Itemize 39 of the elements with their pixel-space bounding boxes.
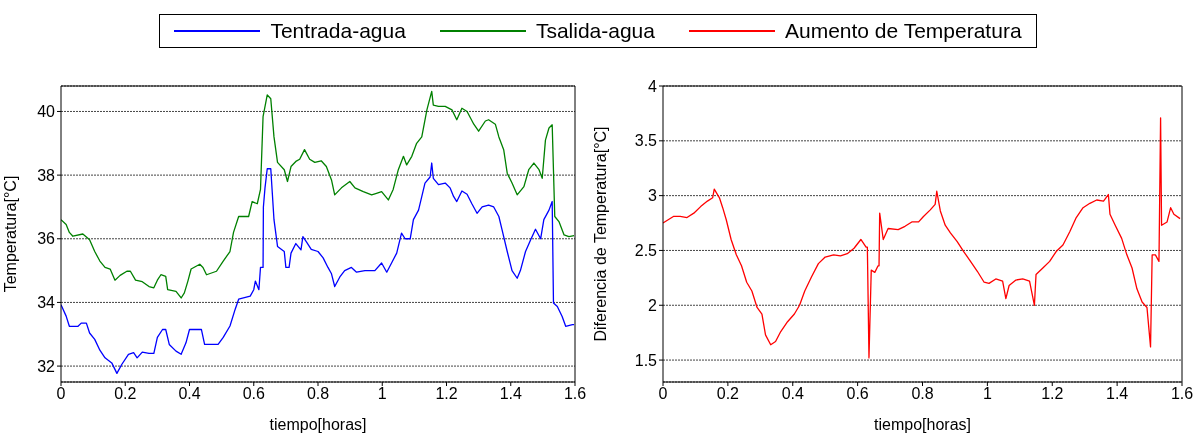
line-series — [61, 162, 575, 375]
x-tick-label: 0 — [56, 385, 66, 403]
x-tick-label: 1.6 — [1170, 385, 1194, 403]
x-tick-label: 0.8 — [306, 385, 330, 403]
legend-label: Aumento de Temperatura — [784, 19, 1022, 43]
x-tick-label: 1.6 — [563, 385, 587, 403]
y-tick-label: 32 — [37, 357, 56, 375]
y-tick-label: 36 — [37, 230, 56, 248]
x-tick-label: 1 — [982, 385, 992, 403]
legend-label: Tsalida-agua — [535, 19, 655, 43]
x-tick-label: 1.4 — [1106, 385, 1129, 403]
y-tick-label: 3.5 — [634, 132, 658, 150]
x-tick-label: 0 — [658, 385, 668, 403]
x-tick-label: 1.2 — [435, 385, 458, 403]
y-tick-label: 2 — [648, 296, 658, 314]
x-tick-label: 0.6 — [846, 385, 869, 403]
y-tick-label: 4 — [648, 77, 658, 95]
x-tick-label: 0.8 — [911, 385, 934, 403]
y-tick-label: 40 — [37, 103, 56, 121]
y-tick-label: 3 — [648, 187, 658, 205]
x-tick-label: 0.2 — [114, 385, 137, 403]
x-tick-label: 0.4 — [781, 385, 804, 403]
y-tick-label: 2.5 — [634, 242, 658, 260]
line-series — [663, 117, 1181, 359]
x-tick-label: 0.6 — [242, 385, 265, 403]
x-tick-label: 0.4 — [178, 385, 201, 403]
x-tick-label: 0.2 — [716, 385, 740, 403]
y-axis-title: Diferencia de Temperatura[°C] — [591, 126, 609, 342]
x-tick-label: 1.4 — [499, 385, 522, 403]
x-axis-title: tiempo[horas] — [269, 416, 367, 433]
x-axis-title: tiempo[horas] — [874, 416, 971, 433]
y-tick-label: 34 — [37, 294, 56, 312]
legend-label: Tentrada-agua — [270, 19, 406, 43]
y-tick-label: 38 — [37, 166, 56, 184]
y-tick-label: 1.5 — [634, 351, 658, 369]
x-tick-label: 1.2 — [1041, 385, 1064, 403]
x-tick-label: 1 — [377, 385, 387, 403]
y-axis-title: Temperatura[°C] — [1, 175, 19, 293]
line-series — [61, 90, 575, 299]
